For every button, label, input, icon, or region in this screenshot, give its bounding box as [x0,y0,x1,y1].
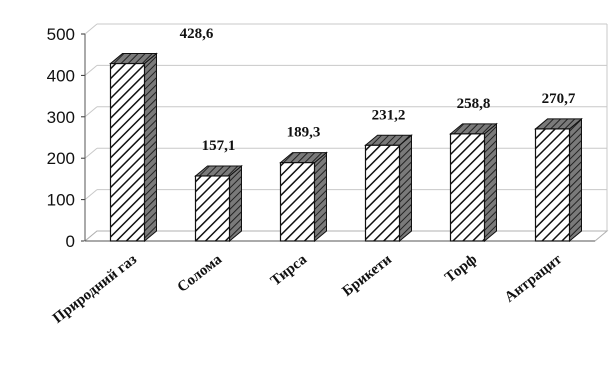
data-label: 270,7 [542,91,576,107]
x-tick-label: Антрацит [502,251,566,306]
bar [534,128,571,242]
bar [194,175,231,242]
bar-side [144,52,157,243]
y-tick-label: 400 [47,66,75,85]
data-label: 231,2 [372,107,406,123]
bar-side [229,164,242,243]
bar-side [399,134,412,243]
bar-side [484,122,497,243]
data-label: 428,6 [180,26,214,42]
x-tick-label: Торф [442,252,480,287]
gridline-depth [84,189,98,200]
gridline-depth [84,65,98,76]
bar-side [314,151,327,243]
y-tick-label: 100 [47,191,75,210]
bar [364,144,401,242]
y-tick-label: 0 [66,232,75,251]
bar [279,162,316,242]
x-tick-label: Природний газ [50,252,140,327]
grid [84,23,608,242]
x-tick-label: Брикети [340,251,396,299]
y-tick-label: 300 [47,108,75,127]
data-label: 189,3 [287,125,321,141]
data-label: 157,1 [202,138,236,154]
bar [109,62,146,242]
bar-side [569,117,582,243]
bars [109,52,583,243]
gridline-depth [84,106,98,118]
x-tick-label: Солома [175,251,226,296]
bar [449,133,486,242]
gridline-depth [84,147,98,159]
floor [83,230,609,242]
x-tick-label: Тирса [268,251,311,289]
data-label: 258,8 [457,96,491,112]
y-tick-label: 500 [47,25,75,44]
y-tick-label: 200 [47,149,75,168]
gridline-depth [84,23,98,35]
